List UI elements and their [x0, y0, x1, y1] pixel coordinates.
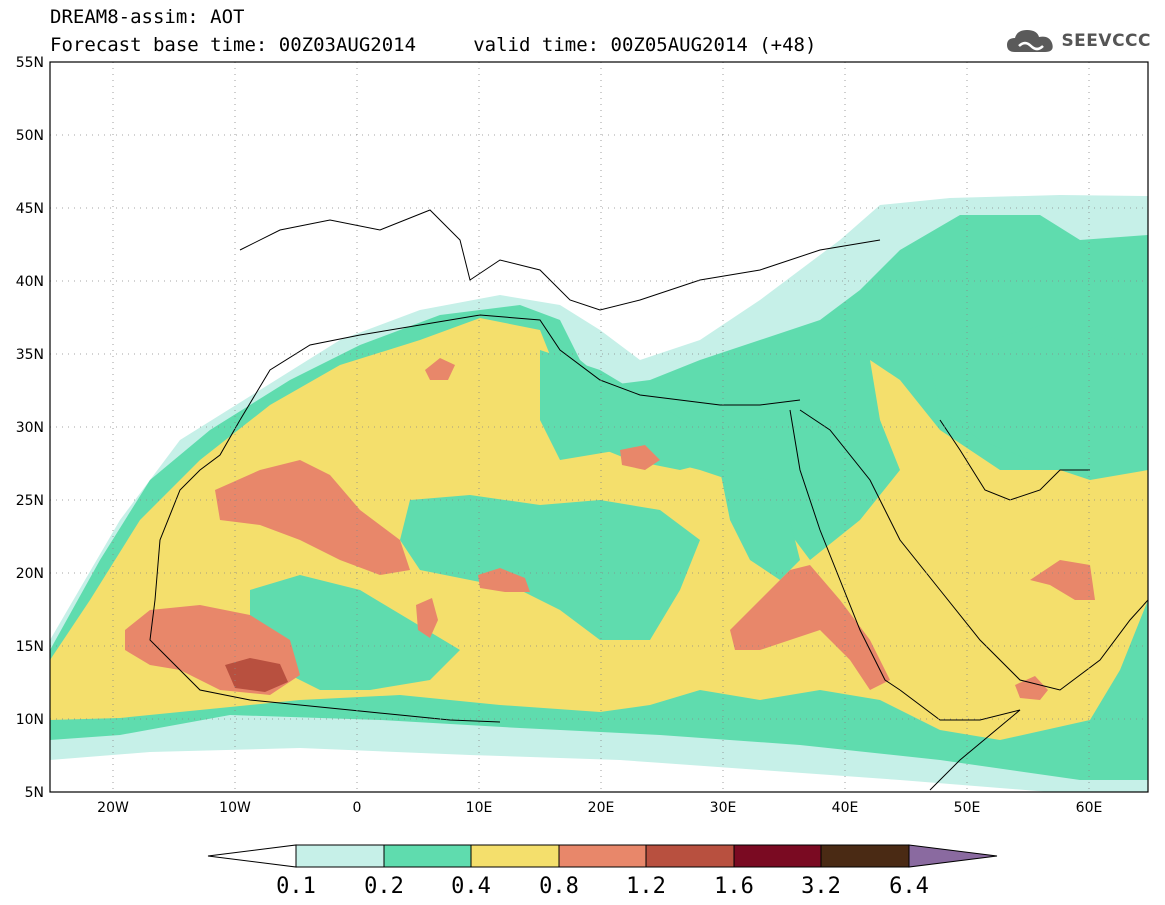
- lat-tick: 30N: [16, 420, 44, 436]
- aot-patch-libya: [620, 445, 660, 470]
- aot-patch-oman: [1030, 560, 1095, 600]
- colorbar-segment: [733, 844, 822, 868]
- aot-field: [50, 195, 1148, 792]
- colorbar-segment: [383, 844, 472, 868]
- map-frame: [49, 61, 1149, 793]
- aot-patch-chad: [416, 598, 438, 638]
- colorbar-segment: [558, 844, 647, 868]
- lon-tick: 20E: [588, 800, 615, 816]
- aot-lowband-libya: [540, 350, 720, 470]
- coast-north-africa: [239, 314, 801, 421]
- aot-lowband-arabia: [930, 320, 1148, 480]
- lon-tick: 40E: [832, 800, 859, 816]
- colorbar-label: 3.2: [801, 874, 841, 899]
- colorbar-segment: [645, 844, 735, 868]
- lon-tick: 10W: [219, 800, 251, 816]
- forecast-time-subtitle: Forecast base time: 00Z03AUG2014 valid t…: [50, 34, 817, 56]
- colorbar-label: 0.4: [451, 874, 491, 899]
- longitude-ticks: 20W 10W 0 10E 20E 30E 40E 50E 60E: [97, 800, 1102, 816]
- lat-tick: 20N: [16, 566, 44, 582]
- latitude-ticks: 55N 50N 45N 40N 35N 30N 25N 20N 15N 10N …: [16, 55, 44, 801]
- lat-tick: 25N: [16, 493, 44, 509]
- cloud-icon: [1007, 30, 1054, 52]
- colorbar-label: 1.6: [714, 874, 754, 899]
- colorbar-segment: [295, 844, 385, 868]
- coast-red-sea: [789, 409, 901, 691]
- lat-tick: 50N: [16, 128, 44, 144]
- lat-tick: 10N: [16, 712, 44, 728]
- coast-west-africa: [149, 419, 501, 723]
- aot-core-mali: [225, 658, 288, 692]
- coast-europe: [239, 209, 881, 311]
- lon-tick: 20W: [97, 800, 129, 816]
- aot-patch-algeria: [425, 358, 455, 380]
- colorbar-label: 0.8: [539, 874, 579, 899]
- colorbar-min-arrow: [207, 844, 297, 868]
- aot-patch-yemen: [1015, 676, 1048, 700]
- lon-tick: 60E: [1076, 800, 1103, 816]
- lon-tick: 10E: [466, 800, 493, 816]
- aot-lowband-east: [720, 470, 800, 580]
- lon-tick: 30E: [710, 800, 737, 816]
- lon-tick: 50E: [954, 800, 981, 816]
- coastlines: [149, 209, 1148, 791]
- aot-patch-niger: [478, 568, 530, 592]
- aot-patch-mauritania: [215, 460, 410, 575]
- colorbar-label: 0.2: [364, 874, 404, 899]
- colorbar-segment: [470, 844, 560, 868]
- colorbar-label: 6.4: [889, 874, 929, 899]
- lon-tick: 0: [353, 800, 362, 816]
- aot-patch-sudan: [730, 565, 890, 690]
- colorbar: 0.1 0.2 0.4 0.8 1.2 1.6 3.2 6.4: [207, 844, 998, 899]
- colorbar-label: 1.2: [626, 874, 666, 899]
- lat-tick: 45N: [16, 201, 44, 217]
- coast-horn: [899, 689, 1021, 791]
- lat-tick: 40N: [16, 274, 44, 290]
- lat-tick: 5N: [25, 785, 44, 801]
- logo-text: SEEVCCC: [1061, 31, 1151, 51]
- aot-lowband-sahel: [250, 575, 460, 690]
- colorbar-max-arrow: [908, 844, 998, 868]
- aot-lowband-sahara: [400, 495, 700, 640]
- colorbar-label: 0.1: [276, 874, 316, 899]
- lat-tick: 35N: [16, 347, 44, 363]
- chart-title: DREAM8-assim: AOT: [50, 6, 245, 28]
- coast-arabia: [799, 409, 1148, 691]
- lat-tick: 55N: [16, 55, 44, 71]
- colorbar-segment: [820, 844, 910, 868]
- seevccc-logo: SEEVCCC: [1005, 26, 1151, 56]
- lat-tick: 15N: [16, 639, 44, 655]
